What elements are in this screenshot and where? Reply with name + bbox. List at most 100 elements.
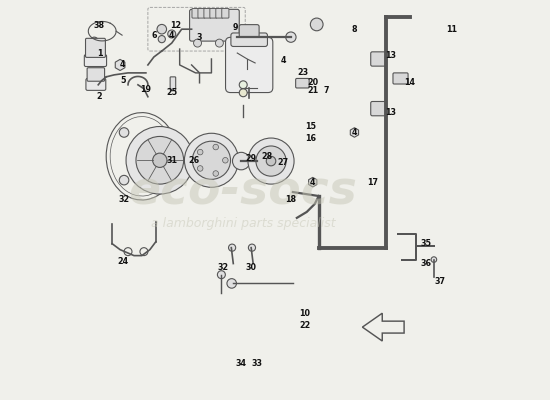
FancyBboxPatch shape [84, 55, 107, 66]
Text: 17: 17 [367, 178, 378, 187]
Text: 20: 20 [307, 78, 318, 87]
Circle shape [248, 138, 294, 184]
Text: 21: 21 [307, 86, 318, 95]
Circle shape [256, 146, 286, 176]
FancyBboxPatch shape [204, 8, 211, 18]
Circle shape [213, 171, 218, 176]
Text: 3: 3 [197, 33, 202, 42]
Text: 32: 32 [218, 263, 229, 272]
Circle shape [229, 244, 236, 251]
Text: 4: 4 [119, 60, 125, 70]
Polygon shape [309, 177, 317, 187]
Circle shape [266, 156, 276, 166]
Text: 11: 11 [446, 25, 457, 34]
Text: 36: 36 [420, 259, 431, 268]
Text: 29: 29 [246, 154, 257, 163]
Text: 19: 19 [140, 85, 151, 94]
Text: 30: 30 [246, 263, 257, 272]
FancyBboxPatch shape [87, 68, 104, 81]
Circle shape [119, 175, 129, 185]
Text: 7: 7 [324, 86, 329, 95]
Text: 5: 5 [120, 76, 126, 85]
Circle shape [213, 144, 218, 150]
FancyBboxPatch shape [222, 8, 229, 18]
Circle shape [194, 39, 201, 47]
Circle shape [249, 244, 256, 251]
Text: 12: 12 [170, 21, 182, 30]
Circle shape [229, 39, 237, 47]
Circle shape [184, 133, 239, 187]
FancyBboxPatch shape [198, 8, 205, 18]
Text: 2: 2 [97, 92, 102, 101]
Text: 9: 9 [233, 23, 238, 32]
Text: 14: 14 [405, 78, 416, 87]
Polygon shape [350, 128, 359, 137]
Circle shape [227, 279, 236, 288]
Circle shape [126, 126, 194, 194]
Text: 38: 38 [94, 21, 105, 30]
Text: 23: 23 [297, 68, 309, 77]
Circle shape [286, 32, 296, 42]
FancyBboxPatch shape [244, 68, 250, 71]
Text: 1: 1 [97, 48, 102, 58]
Text: 22: 22 [299, 321, 310, 330]
FancyBboxPatch shape [216, 8, 223, 18]
Text: 27: 27 [277, 158, 289, 167]
Text: 4: 4 [169, 31, 174, 40]
Circle shape [310, 18, 323, 31]
Text: 4: 4 [310, 178, 316, 187]
FancyBboxPatch shape [239, 25, 259, 37]
Text: 28: 28 [261, 152, 273, 161]
Text: eco-socs: eco-socs [129, 170, 358, 214]
FancyBboxPatch shape [296, 78, 309, 88]
Text: 16: 16 [305, 134, 316, 143]
Text: 6: 6 [151, 31, 157, 40]
Circle shape [153, 153, 167, 168]
Circle shape [136, 136, 184, 184]
Text: 15: 15 [305, 122, 316, 131]
Text: 32: 32 [118, 196, 130, 204]
FancyBboxPatch shape [371, 102, 387, 116]
Text: a lamborghini parts specialist: a lamborghini parts specialist [151, 217, 336, 230]
FancyBboxPatch shape [190, 9, 239, 41]
Circle shape [197, 149, 203, 155]
Text: 25: 25 [166, 88, 177, 97]
FancyBboxPatch shape [170, 77, 175, 90]
Circle shape [239, 81, 247, 89]
Text: 13: 13 [384, 50, 395, 60]
Circle shape [239, 89, 247, 97]
Text: 4: 4 [351, 128, 357, 137]
Text: 34: 34 [236, 359, 247, 368]
Circle shape [197, 166, 203, 171]
Circle shape [431, 257, 437, 262]
Text: 8: 8 [351, 25, 358, 34]
FancyBboxPatch shape [371, 52, 387, 66]
Text: 13: 13 [384, 108, 395, 117]
Text: 37: 37 [434, 277, 446, 286]
FancyBboxPatch shape [86, 78, 106, 90]
Text: 33: 33 [252, 359, 263, 368]
Polygon shape [116, 59, 125, 70]
Circle shape [223, 158, 228, 163]
Text: 18: 18 [285, 196, 296, 204]
FancyBboxPatch shape [210, 8, 217, 18]
Circle shape [217, 271, 225, 279]
FancyBboxPatch shape [226, 37, 273, 92]
Circle shape [216, 39, 223, 47]
FancyBboxPatch shape [86, 38, 106, 57]
Circle shape [90, 37, 98, 45]
Text: 31: 31 [166, 156, 177, 165]
Circle shape [158, 36, 166, 43]
Text: 26: 26 [188, 156, 199, 165]
Circle shape [168, 30, 175, 38]
Circle shape [157, 24, 167, 34]
Circle shape [119, 128, 129, 137]
Circle shape [233, 152, 250, 170]
Text: 10: 10 [299, 309, 310, 318]
FancyBboxPatch shape [393, 73, 408, 84]
Text: 24: 24 [118, 257, 129, 266]
Text: 35: 35 [420, 239, 431, 248]
FancyBboxPatch shape [192, 8, 199, 18]
FancyBboxPatch shape [231, 33, 267, 46]
Circle shape [192, 141, 230, 179]
